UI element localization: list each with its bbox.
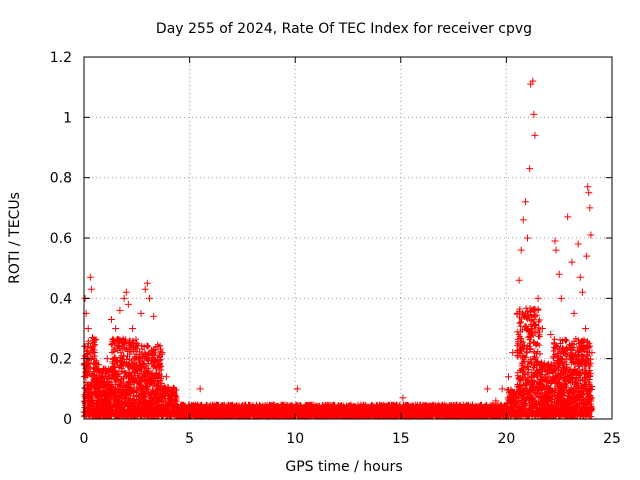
gridlines	[84, 57, 612, 419]
roti-point	[107, 315, 115, 323]
x-axis-label: GPS time / hours	[285, 459, 402, 475]
x-tick-label: 25	[603, 431, 621, 447]
roti-point	[513, 309, 521, 317]
roti-point	[112, 325, 120, 332]
roti-point	[399, 394, 407, 402]
roti-point	[574, 240, 582, 248]
roti-point	[515, 276, 523, 284]
y-tick-label: 1	[63, 110, 72, 126]
roti-point	[519, 216, 527, 224]
roti-point	[498, 385, 506, 393]
roti-point	[103, 355, 111, 363]
roti-point	[557, 294, 565, 302]
roti-point	[545, 361, 553, 369]
roti-point	[143, 279, 151, 287]
roti-point	[552, 246, 560, 254]
roti-point	[578, 288, 586, 296]
roti-point	[588, 349, 596, 357]
roti-point	[84, 325, 92, 332]
roti-point	[124, 300, 132, 308]
roti-point	[570, 309, 578, 317]
roti-point	[585, 189, 593, 197]
x-tick-label: 15	[392, 431, 410, 447]
x-tick-label: 20	[497, 431, 515, 447]
roti-point	[568, 258, 576, 266]
roti-point	[555, 270, 563, 278]
roti-point	[531, 131, 539, 139]
roti-point	[86, 273, 94, 281]
y-tick-label: 0.8	[50, 171, 72, 187]
roti-point	[583, 252, 591, 260]
roti-point	[99, 379, 107, 387]
x-tick-label: 10	[286, 431, 304, 447]
y-axis-label: ROTI / TECUs	[7, 192, 23, 284]
roti-point	[529, 77, 537, 85]
roti-point	[492, 397, 500, 405]
roti-point	[505, 373, 513, 381]
roti-point	[509, 349, 517, 357]
roti-point	[141, 285, 149, 293]
roti-point	[524, 234, 532, 242]
roti-point	[538, 325, 546, 332]
roti-point	[154, 343, 162, 351]
roti-point	[293, 385, 301, 393]
roti-point	[196, 385, 204, 393]
roti-point	[547, 331, 555, 339]
roti-point	[150, 312, 158, 320]
roti-point	[129, 325, 137, 332]
roti-point	[120, 294, 128, 302]
y-tick-label: 0.6	[50, 231, 72, 247]
roti-point	[564, 213, 572, 221]
axes: 0 5 10 15 20 25 0 0.2 0.4 0.6 0.8 1 1.2	[50, 50, 621, 447]
roti-point	[116, 306, 124, 314]
roti-point	[582, 325, 590, 332]
roti-point	[526, 165, 534, 173]
roti-point	[521, 198, 529, 206]
y-tick-label: 0.4	[50, 291, 72, 307]
roti-point	[158, 349, 166, 357]
roti-point	[95, 361, 103, 369]
roti-scatter-series	[81, 77, 596, 405]
roti-point	[122, 288, 130, 296]
x-tick-label: 0	[80, 431, 89, 447]
y-tick-label: 0.2	[50, 352, 72, 368]
roti-point	[587, 231, 595, 239]
roti-point	[530, 110, 538, 118]
chart-title: Day 255 of 2024, Rate Of TEC Index for r…	[156, 21, 532, 37]
roti-point	[88, 334, 96, 342]
roti-point	[586, 204, 594, 212]
roti-point	[576, 273, 584, 281]
roti-point	[534, 294, 542, 302]
roti-point	[87, 285, 95, 293]
roti-point	[133, 340, 141, 348]
roti-point	[162, 373, 170, 381]
roti-point	[171, 397, 179, 405]
roti-point	[551, 237, 559, 245]
roti-point	[167, 388, 175, 396]
roti-point-cloud	[80, 305, 596, 420]
x-tick-label: 5	[185, 431, 194, 447]
roti-point	[517, 246, 525, 254]
roti-point	[91, 349, 99, 357]
y-tick-label: 0	[63, 412, 72, 428]
roti-point	[137, 309, 145, 317]
roti-point	[584, 183, 592, 191]
y-tick-label: 1.2	[50, 50, 72, 66]
roti-point	[145, 294, 153, 302]
roti-point	[483, 385, 491, 393]
